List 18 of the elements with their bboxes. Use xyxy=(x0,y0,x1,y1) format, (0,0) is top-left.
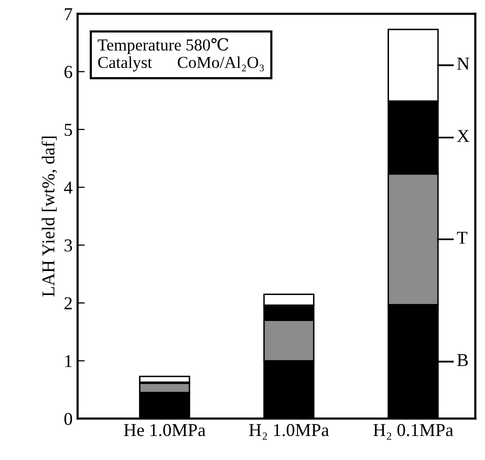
x-tick-label: H₂ 0.1MPa xyxy=(373,424,454,440)
y-tick-label: 4 xyxy=(64,182,72,194)
legend-label: B xyxy=(457,354,468,366)
x-tick-label: He 1.0MPa xyxy=(124,424,206,436)
y-tick-label: 6 xyxy=(64,66,72,78)
y-tick-label: 7 xyxy=(64,8,72,20)
legend-label: X xyxy=(457,130,470,142)
y-tick-label: 0 xyxy=(64,412,72,426)
y-tick-label: 2 xyxy=(64,297,72,310)
annotation: Temperature 580℃ xyxy=(98,38,228,54)
y-tick-label: 1 xyxy=(65,355,72,368)
legend-label: T xyxy=(456,232,468,244)
y-tick-label: 3 xyxy=(64,239,72,252)
annotation: Catalyst CoMo/Al₂O₃ xyxy=(98,56,264,72)
legend-label: N xyxy=(457,58,470,70)
y-tick-label: 5 xyxy=(64,124,72,136)
x-tick-label: H₂ 1.0MPa xyxy=(249,424,329,440)
y-axis-title: LAH Yield [wt%, daf] xyxy=(42,136,58,297)
